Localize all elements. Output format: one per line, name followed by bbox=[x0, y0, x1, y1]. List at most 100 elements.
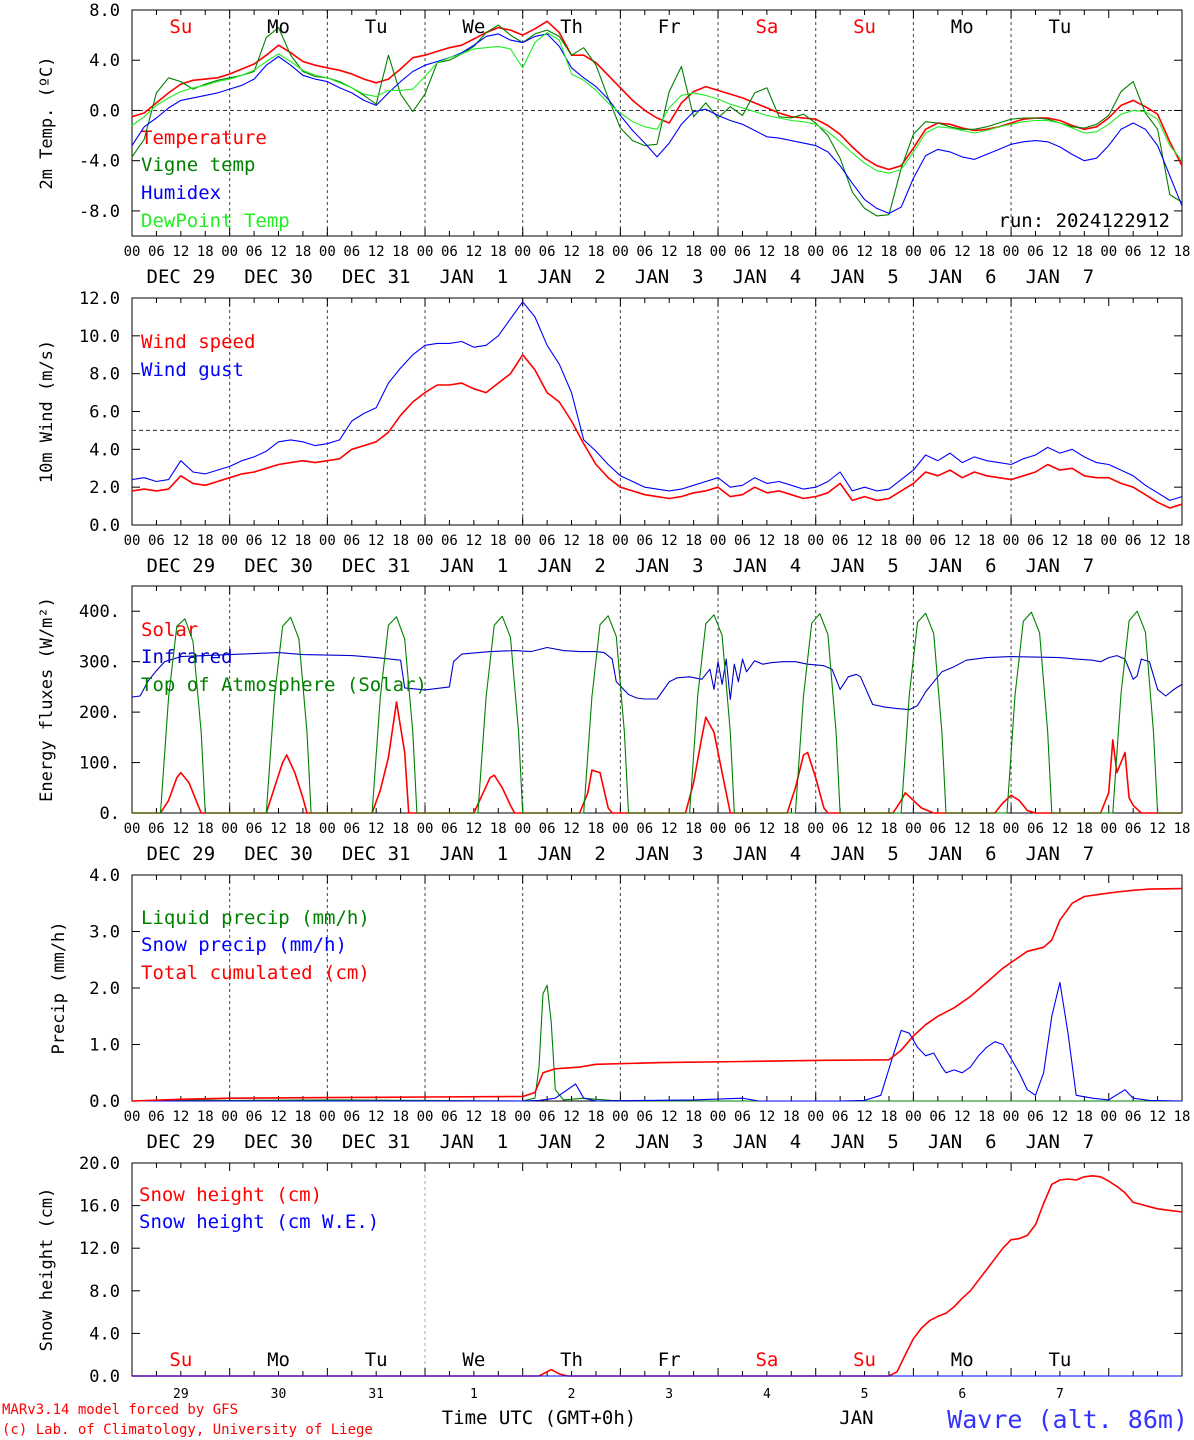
hour-tick-label: 18 bbox=[392, 821, 409, 837]
hour-tick-label: 06 bbox=[148, 244, 165, 260]
day-name-label: Sa bbox=[755, 1349, 778, 1371]
hour-tick-label: 18 bbox=[881, 821, 898, 837]
day-name-label: Th bbox=[560, 16, 583, 38]
day-label: JAN 3 bbox=[635, 555, 704, 577]
hour-tick-label: 00 bbox=[319, 244, 336, 260]
day-label: DEC 31 bbox=[342, 555, 411, 577]
hour-tick-label: 06 bbox=[832, 1109, 849, 1125]
hour-tick-label: 18 bbox=[197, 821, 214, 837]
panel-1: -8.0 -4.0 0.0 4.0 8.0 2m Temp. (ºC) Temperatur… bbox=[37, 1, 1190, 288]
hour-tick-label: 18 bbox=[197, 1109, 214, 1125]
hour-tick-label: 18 bbox=[978, 1109, 995, 1125]
hour-tick-label: 12 bbox=[563, 244, 580, 260]
hour-tick-label: 18 bbox=[978, 244, 995, 260]
y-tick-label: 4.0 bbox=[89, 440, 120, 460]
hour-tick-label: 00 bbox=[710, 821, 727, 837]
hour-tick-label: 12 bbox=[270, 533, 287, 549]
hour-tick-label: 00 bbox=[221, 821, 238, 837]
hour-tick-label: 18 bbox=[1174, 244, 1191, 260]
y-axis-label: Energy fluxes (W/m²) bbox=[37, 597, 57, 802]
day-number-label: 1 bbox=[470, 1387, 478, 1402]
y-tick-label: 4.0 bbox=[89, 1324, 120, 1344]
hour-tick-label: 00 bbox=[710, 533, 727, 549]
day-label: JAN 2 bbox=[537, 843, 606, 865]
hour-tick-label: 00 bbox=[221, 1109, 238, 1125]
hour-tick-label: 18 bbox=[490, 244, 507, 260]
hour-tick-label: 00 bbox=[807, 533, 824, 549]
y-axis-label: Precip (mm/h) bbox=[49, 921, 69, 1054]
hour-tick-label: 06 bbox=[343, 821, 360, 837]
hour-tick-label: 00 bbox=[612, 821, 629, 837]
hour-tick-label: 18 bbox=[685, 244, 702, 260]
hour-tick-label: 12 bbox=[1051, 1109, 1068, 1125]
hour-tick-label: 18 bbox=[392, 1109, 409, 1125]
legend-entry: Solar bbox=[141, 619, 198, 641]
y-tick-label: 0.0 bbox=[89, 1092, 120, 1112]
hour-tick-label: 06 bbox=[734, 533, 751, 549]
series-line-1 bbox=[131, 20, 1183, 171]
y-tick-label: -8.0 bbox=[79, 202, 120, 222]
y-axis-label: 2m Temp. (ºC) bbox=[37, 56, 57, 189]
hour-tick-label: 06 bbox=[441, 821, 458, 837]
legend-entry: Vigne temp bbox=[141, 154, 255, 176]
y-tick-label: 6.0 bbox=[89, 403, 120, 423]
hour-tick-label: 06 bbox=[539, 244, 556, 260]
hour-tick-label: 12 bbox=[1051, 244, 1068, 260]
hour-tick-label: 18 bbox=[490, 533, 507, 549]
hour-tick-label: 12 bbox=[172, 1109, 189, 1125]
y-tick-label: 4.0 bbox=[89, 866, 120, 886]
day-label: DEC 29 bbox=[147, 1131, 216, 1153]
day-name-label: Mo bbox=[951, 16, 974, 38]
day-label: JAN 5 bbox=[830, 266, 899, 288]
hour-tick-label: 06 bbox=[929, 244, 946, 260]
day-label: JAN 3 bbox=[635, 843, 704, 865]
y-tick-label: 12.0 bbox=[79, 289, 120, 309]
day-name-label: Tu bbox=[1048, 16, 1071, 38]
hour-tick-label: 00 bbox=[319, 1109, 336, 1125]
hour-tick-label: 18 bbox=[197, 533, 214, 549]
y-tick-label: 4.0 bbox=[89, 51, 120, 71]
day-label: JAN 2 bbox=[537, 1131, 606, 1153]
day-number-label: 31 bbox=[368, 1387, 384, 1402]
hour-tick-label: 00 bbox=[417, 1109, 434, 1125]
day-name-label: Fr bbox=[658, 1349, 681, 1371]
hour-tick-label: 12 bbox=[563, 1109, 580, 1125]
y-tick-label: 100. bbox=[79, 754, 120, 774]
series-line-1 bbox=[131, 984, 1182, 1102]
legend-entry: Temperature bbox=[141, 127, 267, 149]
hour-tick-label: 06 bbox=[246, 1109, 263, 1125]
hour-tick-label: 00 bbox=[1100, 1109, 1117, 1125]
hour-tick-label: 18 bbox=[1076, 533, 1093, 549]
hour-tick-label: 06 bbox=[148, 533, 165, 549]
hour-tick-label: 18 bbox=[588, 244, 605, 260]
day-label: DEC 31 bbox=[342, 843, 411, 865]
hour-tick-label: 00 bbox=[612, 1109, 629, 1125]
hour-tick-label: 06 bbox=[246, 244, 263, 260]
hour-tick-label: 06 bbox=[1027, 244, 1044, 260]
hour-tick-label: 00 bbox=[1003, 1109, 1020, 1125]
y-tick-label: 2.0 bbox=[89, 979, 120, 999]
y-tick-label: 8.0 bbox=[89, 365, 120, 385]
hour-tick-label: 00 bbox=[514, 244, 531, 260]
legend-entry: Snow precip (mm/h) bbox=[141, 934, 347, 956]
hour-tick-label: 18 bbox=[392, 533, 409, 549]
hour-tick-label: 12 bbox=[368, 533, 385, 549]
hour-tick-label: 00 bbox=[1100, 821, 1117, 837]
hour-tick-label: 00 bbox=[514, 533, 531, 549]
y-tick-label: 300. bbox=[79, 653, 120, 673]
hour-tick-label: 06 bbox=[636, 533, 653, 549]
day-label: JAN 5 bbox=[830, 1131, 899, 1153]
day-label: JAN 1 bbox=[440, 843, 509, 865]
hour-tick-label: 06 bbox=[734, 1109, 751, 1125]
hour-tick-label: 06 bbox=[148, 821, 165, 837]
hour-tick-label: 00 bbox=[1003, 244, 1020, 260]
hour-tick-label: 06 bbox=[636, 1109, 653, 1125]
series-line-3 bbox=[131, 887, 1183, 1102]
hour-tick-label: 18 bbox=[588, 821, 605, 837]
hour-tick-label: 12 bbox=[758, 821, 775, 837]
series-line-3 bbox=[132, 610, 1182, 814]
hour-tick-label: 18 bbox=[392, 244, 409, 260]
day-label: JAN 6 bbox=[928, 555, 997, 577]
hour-tick-label: 18 bbox=[295, 1109, 312, 1125]
